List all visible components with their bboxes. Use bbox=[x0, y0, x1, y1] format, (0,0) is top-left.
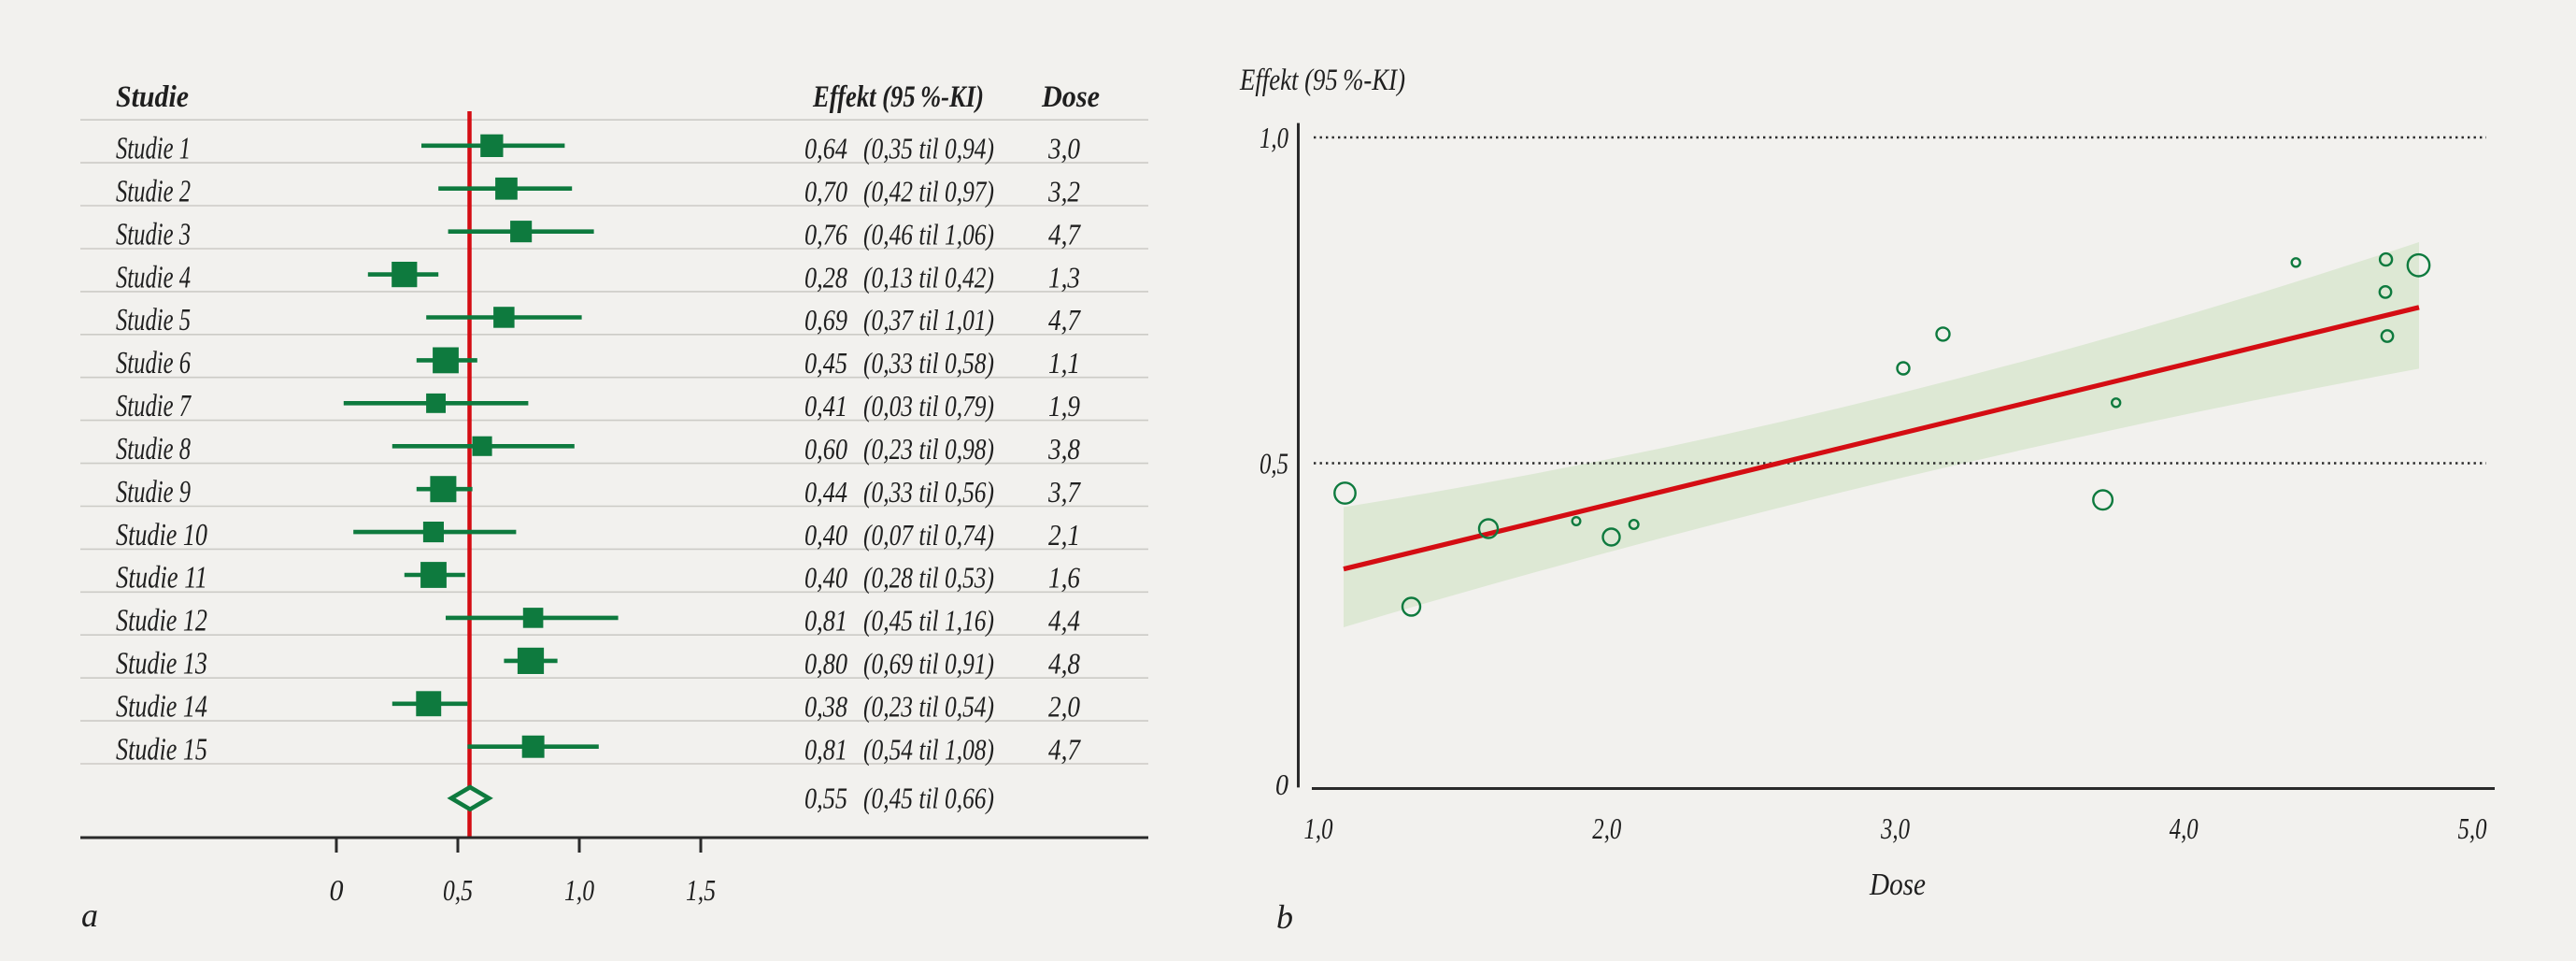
svg-text:0,38: 0,38 bbox=[804, 690, 847, 724]
svg-text:0,44: 0,44 bbox=[804, 475, 847, 509]
svg-text:Effekt (95 %-KI): Effekt (95 %-KI) bbox=[1239, 64, 1405, 97]
svg-text:1,0: 1,0 bbox=[1304, 811, 1333, 845]
svg-text:2,0: 2,0 bbox=[1592, 811, 1621, 845]
svg-text:0,40: 0,40 bbox=[804, 561, 847, 595]
svg-text:0,5: 0,5 bbox=[1260, 447, 1288, 480]
svg-text:Studie 10: Studie 10 bbox=[116, 518, 207, 552]
svg-text:Studie 5: Studie 5 bbox=[116, 303, 191, 337]
svg-text:(0,03 til 0,79): (0,03 til 0,79) bbox=[863, 389, 994, 423]
svg-text:4,7: 4,7 bbox=[1048, 217, 1082, 251]
svg-text:(0,45 til 0,66): (0,45 til 0,66) bbox=[863, 782, 994, 815]
svg-text:a: a bbox=[81, 896, 98, 934]
svg-text:(0,46 til 1,06): (0,46 til 1,06) bbox=[863, 217, 994, 251]
svg-text:0,80: 0,80 bbox=[804, 647, 847, 681]
svg-text:(0,07 til 0,74): (0,07 til 0,74) bbox=[863, 518, 994, 552]
svg-text:0,60: 0,60 bbox=[804, 432, 847, 466]
svg-text:Studie 3: Studie 3 bbox=[116, 217, 191, 251]
svg-text:3,8: 3,8 bbox=[1047, 432, 1080, 466]
svg-text:0: 0 bbox=[330, 873, 344, 907]
svg-text:(0,37 til 1,01): (0,37 til 1,01) bbox=[863, 303, 994, 337]
svg-text:(0,69 til 0,91): (0,69 til 0,91) bbox=[863, 647, 994, 681]
svg-text:0,41: 0,41 bbox=[804, 389, 847, 423]
svg-text:Studie 4: Studie 4 bbox=[116, 260, 191, 294]
svg-text:0,28: 0,28 bbox=[804, 260, 847, 294]
svg-text:(0,13 til 0,42): (0,13 til 0,42) bbox=[863, 260, 994, 294]
svg-text:2,0: 2,0 bbox=[1048, 690, 1080, 724]
svg-text:4,8: 4,8 bbox=[1048, 647, 1080, 681]
svg-text:0,70: 0,70 bbox=[804, 174, 847, 208]
svg-text:3,7: 3,7 bbox=[1047, 475, 1082, 509]
svg-text:5,0: 5,0 bbox=[2458, 811, 2487, 845]
svg-text:(0,54 til 1,08): (0,54 til 1,08) bbox=[863, 732, 994, 766]
svg-text:Studie 13: Studie 13 bbox=[116, 647, 207, 681]
svg-text:1,3: 1,3 bbox=[1048, 260, 1080, 294]
svg-text:3,0: 3,0 bbox=[1047, 132, 1080, 165]
svg-text:2,1: 2,1 bbox=[1048, 518, 1080, 552]
svg-text:Studie 2: Studie 2 bbox=[116, 174, 191, 208]
svg-text:Dose: Dose bbox=[1041, 80, 1100, 114]
svg-text:0,40: 0,40 bbox=[804, 518, 847, 552]
svg-text:Studie 15: Studie 15 bbox=[116, 732, 207, 767]
svg-text:Dose: Dose bbox=[1869, 868, 1926, 902]
svg-text:0,76: 0,76 bbox=[804, 217, 847, 251]
svg-text:Studie 9: Studie 9 bbox=[116, 475, 191, 509]
svg-text:0,45: 0,45 bbox=[804, 346, 847, 380]
svg-text:0: 0 bbox=[1275, 767, 1288, 801]
svg-text:Studie: Studie bbox=[116, 80, 189, 114]
svg-text:1,0: 1,0 bbox=[1260, 121, 1288, 154]
svg-text:(0,33 til 0,58): (0,33 til 0,58) bbox=[863, 346, 994, 380]
svg-text:3,0: 3,0 bbox=[1880, 811, 1910, 845]
svg-text:0,55: 0,55 bbox=[804, 782, 847, 815]
svg-text:(0,33 til 0,56): (0,33 til 0,56) bbox=[863, 475, 994, 509]
svg-text:0,64: 0,64 bbox=[804, 132, 847, 165]
svg-text:0,81: 0,81 bbox=[804, 604, 847, 638]
svg-text:0,5: 0,5 bbox=[443, 873, 473, 907]
svg-text:4,4: 4,4 bbox=[1048, 604, 1080, 638]
svg-text:4,0: 4,0 bbox=[2170, 811, 2199, 845]
svg-text:(0,23 til 0,54): (0,23 til 0,54) bbox=[863, 690, 994, 724]
svg-text:Studie 8: Studie 8 bbox=[116, 432, 191, 466]
svg-text:b: b bbox=[1276, 898, 1293, 936]
svg-text:1,1: 1,1 bbox=[1048, 346, 1080, 380]
svg-text:Studie 1: Studie 1 bbox=[116, 132, 191, 166]
svg-text:Studie 14: Studie 14 bbox=[116, 690, 207, 724]
svg-text:Studie 7: Studie 7 bbox=[116, 389, 192, 423]
svg-text:0,81: 0,81 bbox=[804, 732, 847, 766]
svg-text:1,6: 1,6 bbox=[1048, 561, 1080, 595]
svg-text:1,5: 1,5 bbox=[686, 873, 716, 907]
svg-text:Studie 11: Studie 11 bbox=[116, 561, 207, 595]
svg-text:(0,45 til 1,16): (0,45 til 1,16) bbox=[863, 604, 994, 638]
svg-text:4,7: 4,7 bbox=[1048, 732, 1082, 766]
svg-text:1,9: 1,9 bbox=[1048, 389, 1080, 423]
svg-text:0,69: 0,69 bbox=[804, 303, 847, 337]
svg-text:(0,42 til 0,97): (0,42 til 0,97) bbox=[863, 174, 994, 208]
svg-text:(0,35 til 0,94): (0,35 til 0,94) bbox=[863, 132, 994, 165]
svg-text:Effekt (95 %-KI): Effekt (95 %-KI) bbox=[812, 80, 984, 114]
svg-text:(0,23 til 0,98): (0,23 til 0,98) bbox=[863, 432, 994, 466]
svg-text:4,7: 4,7 bbox=[1048, 303, 1082, 337]
svg-text:(0,28 til 0,53): (0,28 til 0,53) bbox=[863, 561, 994, 595]
svg-text:Studie 12: Studie 12 bbox=[116, 604, 207, 638]
svg-text:1,0: 1,0 bbox=[564, 873, 594, 907]
svg-text:3,2: 3,2 bbox=[1047, 174, 1080, 208]
svg-text:Studie 6: Studie 6 bbox=[116, 346, 191, 380]
